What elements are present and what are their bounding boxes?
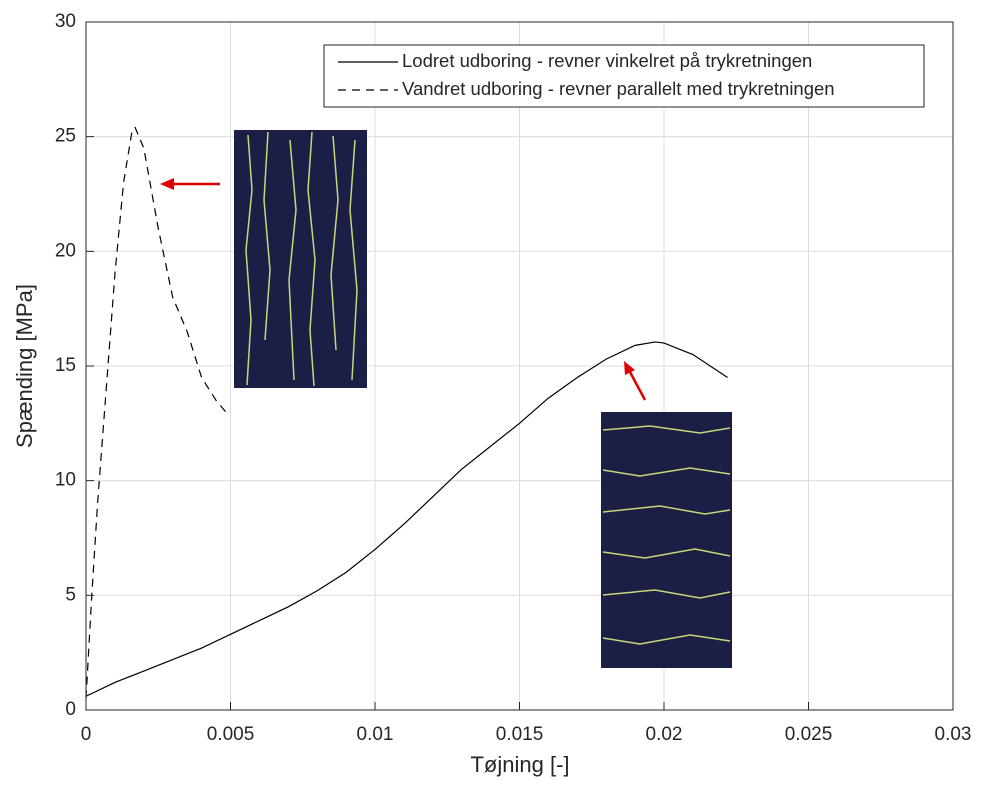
plot-area [85,126,728,699]
legend-box [323,44,925,108]
x-axis-label: Tøjning [-] [470,752,569,777]
series-line [85,126,229,699]
x-tick-label: 0.02 [646,724,683,745]
x-tick-label: 0 [81,724,92,745]
y-tick-label: 20 [55,240,76,261]
inset-image-vertical-cracks [234,130,367,388]
inset-image [601,412,732,668]
crack-lines [602,425,731,645]
crack [602,425,731,434]
x-tick-label: 0.025 [785,724,833,745]
y-tick-label: 10 [55,470,76,491]
crack [330,135,339,351]
y-tick-label: 15 [55,355,76,376]
crack [288,139,297,381]
crack [602,548,731,559]
legend-label: Lodret udboring - revner vinkelret på tr… [402,50,812,71]
crack [263,131,271,341]
series-line [85,341,728,697]
crack [602,467,731,477]
y-tick-label: 5 [65,584,76,605]
crack [307,131,316,387]
arrow-head [624,361,635,375]
crack-lines [245,131,358,387]
crack [602,634,731,645]
y-tick-label: 25 [55,126,76,147]
y-axis-label: Spænding [MPa] [12,284,37,448]
arrows [160,178,647,401]
x-tick-label: 0.01 [357,724,394,745]
y-tick-label: 0 [65,699,76,720]
legend-label: Vandret udboring - revner parallelt med … [402,78,835,99]
legend: Lodret udboring - revner vinkelret på tr… [323,44,925,108]
x-tick-label: 0.015 [496,724,544,745]
crack [245,134,253,386]
arrow [628,371,647,401]
arrow-head [160,178,174,190]
x-tick-label: 0.03 [935,724,972,745]
inset-image-horizontal-cracks [601,412,732,668]
grid [85,21,954,711]
y-tick-label: 30 [55,11,76,32]
crack [349,139,358,381]
crack [602,505,731,515]
inset-image [234,130,367,388]
x-tick-label: 0.005 [207,724,255,745]
crack [602,589,731,599]
